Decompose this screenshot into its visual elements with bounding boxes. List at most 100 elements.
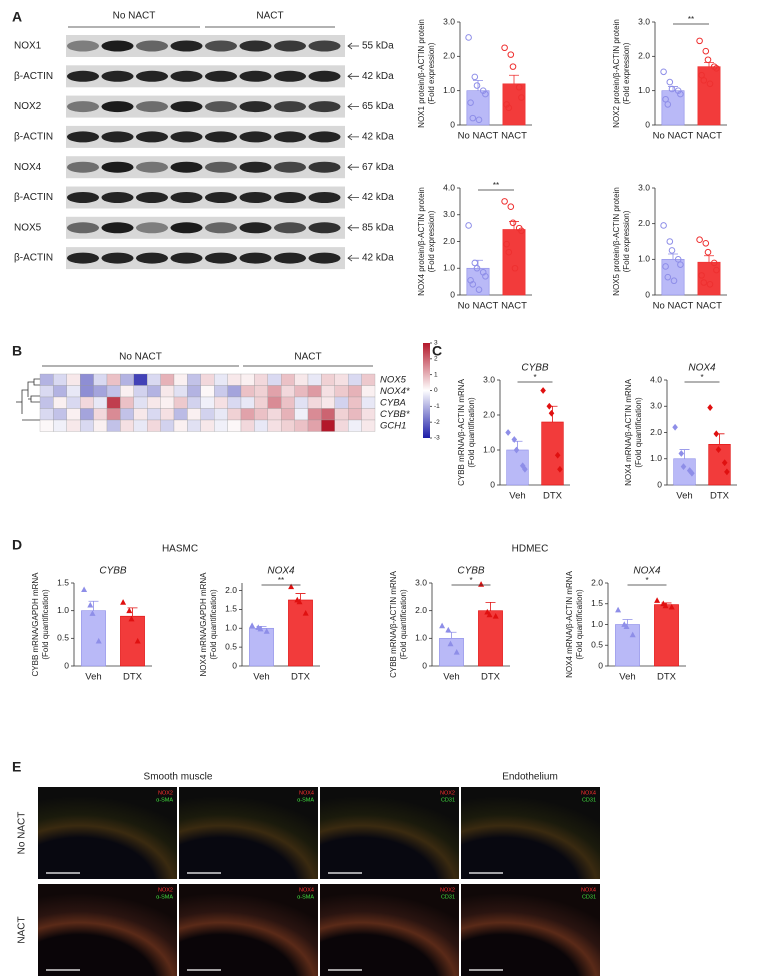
y-tick-label: 2.0 — [638, 51, 650, 61]
x-tick-label: Veh — [509, 491, 525, 502]
data-point — [666, 238, 674, 245]
data-point — [674, 256, 682, 263]
heatmap-cell — [214, 396, 228, 409]
chart-title: CYBB — [457, 566, 485, 577]
blot-size: 42 kDa — [362, 192, 394, 203]
blot-band — [136, 131, 168, 143]
y-axis-label: (Fold quantification) — [575, 589, 584, 660]
heatmap-cell — [80, 373, 94, 386]
heatmap-cell — [147, 373, 161, 386]
error-bar — [295, 593, 306, 600]
y-axis-label: (Fold expression) — [622, 210, 631, 272]
heatmap-cell — [120, 385, 134, 398]
heatmap-cell — [160, 419, 175, 432]
data-point — [482, 272, 489, 280]
significance: ** — [688, 15, 694, 24]
cell-type: HDMEC — [512, 544, 549, 555]
data-point — [700, 279, 708, 286]
heatmap-cell — [334, 408, 349, 421]
arrow — [347, 224, 359, 232]
cell-type: HASMC — [162, 544, 198, 555]
heatmap-cell — [321, 396, 335, 409]
y-axis-label: (Fold expression) — [622, 42, 631, 104]
y-axis-label: CYBB mRNA/GAPDH mRNA — [31, 572, 40, 677]
blot-band — [136, 101, 168, 113]
data-point — [81, 586, 88, 593]
heatmap-cell — [321, 408, 335, 421]
blot-band — [205, 222, 237, 234]
data-point — [507, 203, 515, 211]
heatmap-cell — [106, 396, 121, 409]
data-point — [501, 44, 508, 52]
heatmap-cell — [160, 385, 175, 398]
bar — [288, 599, 313, 667]
data-point — [518, 227, 525, 235]
bar — [81, 610, 106, 667]
row-label: NACT — [17, 916, 28, 943]
blot-band — [67, 40, 99, 52]
data-point — [518, 94, 525, 101]
y-tick-label: 3.0 — [638, 182, 650, 192]
heatmap-cell — [106, 419, 121, 432]
data-point — [501, 198, 508, 205]
heatmap-cell — [93, 373, 108, 386]
heatmap-cell — [348, 373, 362, 386]
bar — [478, 610, 503, 667]
heatmap-cell — [160, 396, 175, 409]
row-label: No NACT — [17, 812, 28, 855]
gene-label: NOX4* — [380, 386, 410, 397]
y-axis-label: NOX2 protein/β-ACTIN protein — [612, 19, 621, 128]
blot-band — [170, 40, 203, 52]
arrow — [347, 254, 359, 262]
y-tick-label: 2.0 — [591, 577, 603, 587]
blot-band — [274, 131, 306, 143]
y-axis-label: NOX4 protein/β-ACTIN protein — [417, 187, 426, 296]
gene-label: CYBA — [380, 397, 406, 408]
blot-band — [205, 101, 237, 113]
x-tick-label: Veh — [253, 672, 269, 683]
error-bar — [485, 601, 496, 611]
data-point — [249, 622, 256, 629]
x-tick-label: NACT — [501, 301, 527, 312]
y-axis-label: NOX4 mRNA/β-ACTIN mRNA — [565, 570, 574, 677]
heatmap-cell — [93, 385, 108, 398]
heatmap-cell — [361, 419, 376, 432]
stain-label: CD31 — [441, 894, 455, 900]
heatmap-cell — [160, 408, 175, 421]
data-point — [706, 281, 714, 288]
y-tick-label: 0 — [422, 660, 427, 670]
data-point — [503, 101, 510, 108]
y-tick-label: 1.5 — [591, 598, 603, 608]
error-bar — [622, 619, 633, 625]
heatmap-cell — [348, 385, 362, 398]
data-point — [670, 277, 678, 285]
data-point — [473, 264, 481, 272]
bar — [541, 421, 564, 486]
y-axis-label: NOX5 protein/β-ACTIN protein — [612, 187, 621, 296]
data-point — [515, 83, 523, 91]
heatmap-cell — [106, 373, 121, 386]
blot-band — [274, 192, 306, 203]
heatmap-cell — [307, 419, 322, 432]
heatmap-cell — [294, 408, 309, 421]
stain-label: NOX4 — [581, 887, 596, 893]
data-point — [668, 603, 675, 610]
heatmap-cell — [321, 385, 335, 398]
data-point — [120, 599, 127, 605]
data-point — [704, 56, 712, 64]
heatmap-cell — [187, 373, 201, 386]
data-point — [689, 469, 695, 477]
data-point — [713, 266, 720, 274]
panel-label: E — [12, 759, 21, 775]
blot-band — [67, 252, 99, 264]
heatmap-cell — [267, 419, 282, 432]
heatmap-cell — [321, 373, 335, 386]
y-tick-label: 3.0 — [638, 16, 650, 26]
y-tick-label: 1.0 — [650, 453, 662, 463]
heatmap-cell — [39, 385, 54, 398]
heatmap-cell — [66, 396, 81, 409]
y-tick-label: 0 — [598, 660, 603, 670]
stain-label: NOX4 — [299, 790, 314, 796]
colorbar-label: 2 — [434, 356, 438, 363]
blot-band — [308, 222, 341, 234]
